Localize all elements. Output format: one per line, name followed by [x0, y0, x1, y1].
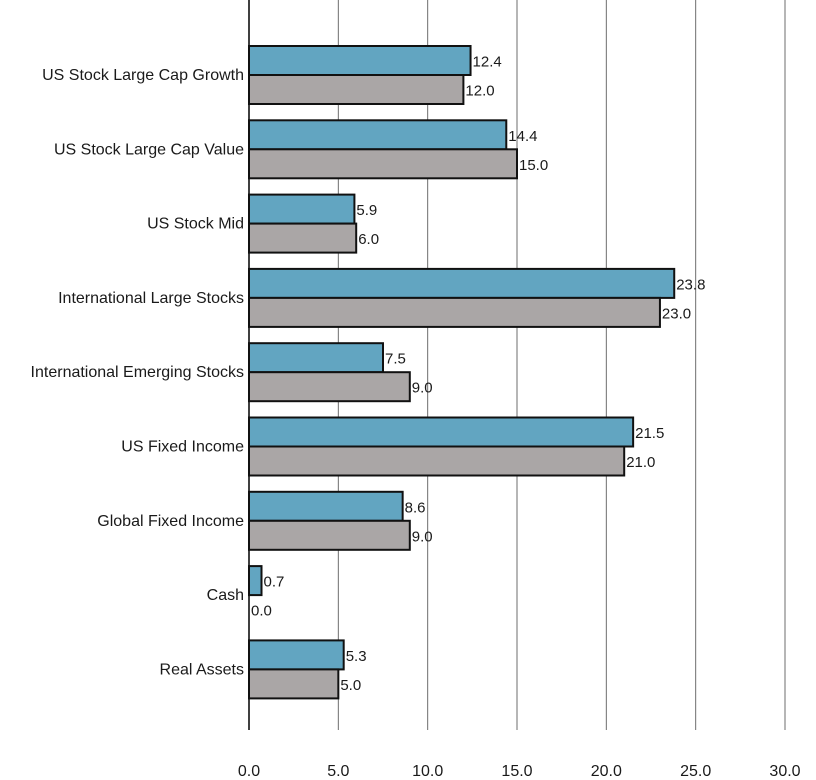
- bars: 12.4 12.0 14.4 15.0 5.9 6.0 23.8 23.0 7.5 9.0 21.5…: [248, 45, 705, 700]
- category-label: US Stock Large Cap Value: [54, 141, 244, 158]
- value-label: 5.9: [356, 202, 377, 219]
- value-label: 0.7: [264, 574, 285, 591]
- bar: [248, 445, 626, 477]
- category-label: Cash: [207, 587, 244, 604]
- value-label: 23.0: [662, 305, 691, 322]
- bar: [248, 45, 472, 76]
- bar: [248, 668, 340, 700]
- bar: [248, 371, 411, 403]
- x-tick-labels: 0.0 5.0 10.0 15.0 20.0 25.0 30.0: [238, 763, 801, 780]
- value-label: 8.6: [405, 499, 426, 516]
- value-label: 5.3: [346, 648, 367, 665]
- bar: [248, 416, 635, 448]
- value-label: 6.0: [358, 231, 379, 248]
- value-label: 21.0: [626, 454, 655, 471]
- category-label: US Stock Mid: [147, 216, 244, 233]
- bar: [248, 296, 661, 328]
- bar: [248, 565, 263, 597]
- category-labels: US Stock Large Cap Growth US Stock Large …: [31, 67, 245, 678]
- category-label: US Fixed Income: [121, 439, 244, 456]
- bar: [248, 490, 404, 522]
- value-label: 12.0: [465, 83, 494, 100]
- value-label: 9.0: [412, 528, 433, 545]
- x-tick-label: 15.0: [501, 763, 532, 780]
- bar: [248, 222, 358, 254]
- bar: [248, 119, 508, 151]
- value-label: 7.5: [385, 351, 406, 368]
- value-label: 15.0: [519, 157, 548, 174]
- value-label: 5.0: [340, 677, 361, 694]
- bar: [248, 148, 518, 180]
- bar: [248, 193, 356, 225]
- category-label: Global Fixed Income: [97, 513, 244, 530]
- category-label: International Large Stocks: [58, 290, 244, 307]
- x-tick-label: 20.0: [591, 763, 622, 780]
- category-label: US Stock Large Cap Growth: [42, 67, 244, 84]
- bar: [248, 342, 384, 374]
- x-tick-label: 10.0: [412, 763, 443, 780]
- x-tick-label: 25.0: [680, 763, 711, 780]
- value-label: 12.4: [473, 54, 502, 71]
- value-label: 14.4: [508, 128, 537, 145]
- value-label: 9.0: [412, 380, 433, 397]
- bar: [248, 519, 411, 551]
- x-tick-label: 5.0: [327, 763, 349, 780]
- value-label: 23.8: [676, 276, 705, 293]
- bar: [248, 639, 345, 671]
- category-label: Real Assets: [160, 661, 244, 678]
- x-tick-label: 30.0: [769, 763, 800, 780]
- value-label: 21.5: [635, 425, 664, 442]
- bar: [248, 74, 465, 105]
- category-label: International Emerging Stocks: [31, 364, 244, 381]
- bar: [248, 267, 676, 299]
- x-tick-label: 0.0: [238, 763, 260, 780]
- value-label: 0.0: [251, 603, 272, 620]
